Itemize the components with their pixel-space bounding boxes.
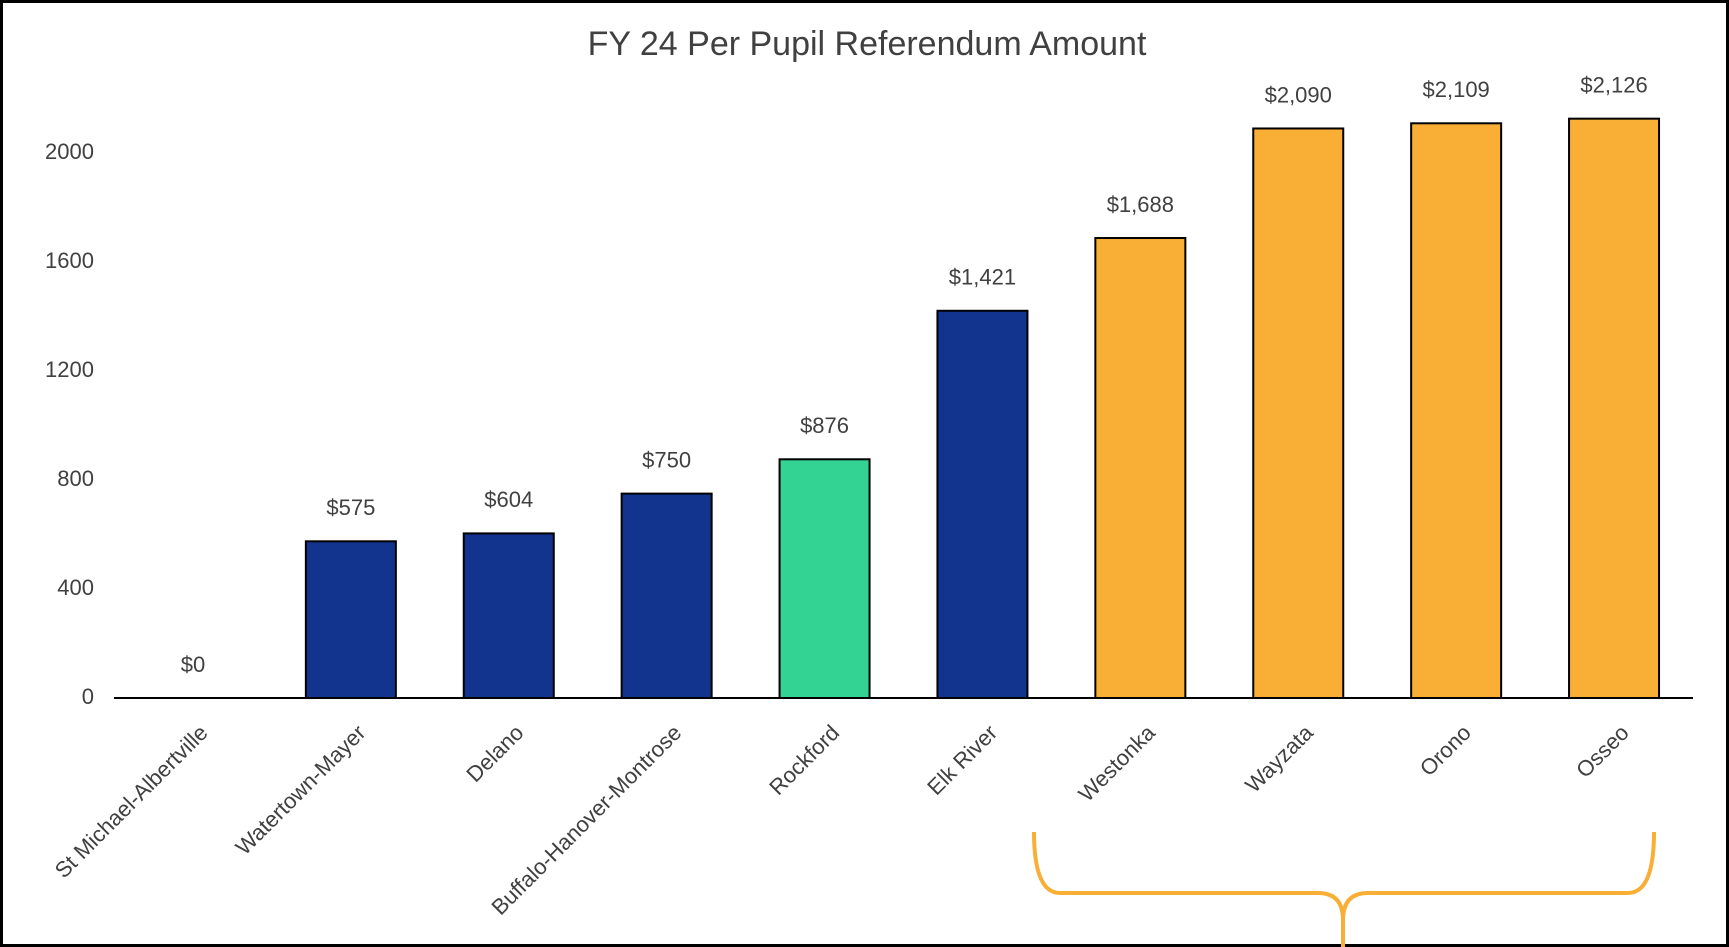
y-tick-label: 800 — [57, 466, 94, 491]
data-label: $2,126 — [1580, 72, 1647, 97]
bracket — [1032, 831, 1656, 947]
data-label: $2,090 — [1265, 82, 1332, 107]
data-label: $1,688 — [1107, 192, 1174, 217]
y-tick-label: 2000 — [45, 139, 94, 164]
y-tick-label: 1600 — [45, 248, 94, 273]
bar — [1410, 122, 1503, 700]
bar — [1094, 237, 1187, 700]
chart-title: FY 24 Per Pupil Referendum Amount — [588, 25, 1147, 63]
data-label: $604 — [484, 487, 533, 512]
data-label: $575 — [326, 495, 375, 520]
bar — [936, 309, 1029, 699]
data-label: $876 — [800, 413, 849, 438]
bar — [462, 532, 555, 699]
bar — [1568, 117, 1661, 700]
data-label: $1,421 — [949, 265, 1016, 290]
y-tick-label: 1200 — [45, 357, 94, 382]
bar — [778, 458, 871, 700]
y-tick-label: 0 — [82, 684, 94, 709]
bar — [304, 540, 397, 699]
data-label: $2,109 — [1423, 77, 1490, 102]
bar — [620, 492, 713, 699]
data-label: $750 — [642, 447, 691, 472]
y-tick-label: 400 — [57, 575, 94, 600]
data-label: $0 — [181, 652, 205, 677]
bar — [1252, 127, 1345, 700]
